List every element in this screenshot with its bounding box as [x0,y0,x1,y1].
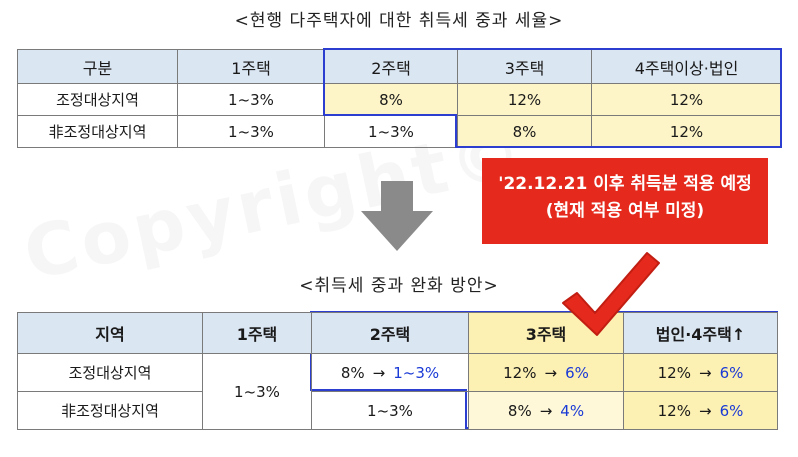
right-arrow-icon: → [372,363,386,382]
table-row: 非조정대상지역 1~3% 1~3% 8% 12% [17,115,782,148]
rate-cell: 1~3% [202,353,312,430]
old-rate: 12% [657,363,691,382]
header-corp-4-plus: 법인·4주택↑ [623,312,778,354]
rate-change-cell: 12% → 6% [468,353,624,392]
down-arrow-icon [361,181,433,251]
rate-change-cell: 8% → 1~3% [311,353,469,392]
old-rate: 12% [503,363,537,382]
application-date-note: '22.12.21 이후 취득분 적용 예정 (현재 적용 여부 미정) [482,158,768,244]
rate-change-cell: 8% → 4% [468,391,624,430]
rate-cell: 12% [591,115,782,148]
rate-cell: 12% [457,83,592,116]
new-rate: 6% [565,363,589,382]
rate-change-cell: 12% → 6% [623,391,778,430]
note-line-2: (현재 적용 여부 미정) [545,201,705,221]
check-mark-icon [562,252,660,336]
right-arrow-icon: → [698,401,712,420]
old-rate: 12% [657,401,691,420]
rate-cell: 8% [324,83,458,116]
table-row: 非조정대상지역 1~3% 8% → 4% 12% → 6% [17,391,778,430]
table-header-row: 지역 1주택 2주택 3주택 법인·4주택↑ [17,312,778,354]
right-arrow-icon: → [539,401,553,420]
table-row: 조정대상지역 1~3% 8% → 1~3% 12% → 6% 12% → 6% [17,353,778,430]
header-1-house: 1주택 [177,49,325,84]
rate-cell: 1~3% [177,115,325,148]
region-cell: 非조정대상지역 [17,391,203,430]
header-1-house: 1주택 [202,312,312,354]
header-2-house: 2주택 [311,312,469,354]
region-cell: 非조정대상지역 [17,115,178,148]
right-arrow-icon: → [698,363,712,382]
right-arrow-icon: → [544,363,558,382]
header-region: 지역 [17,312,203,354]
note-line-1: '22.12.21 이후 취득분 적용 예정 [498,174,752,194]
rate-cell: 1~3% [177,83,325,116]
relief-plan-title: <취득세 중과 완화 방안> [299,276,499,296]
new-rate: 4% [560,401,585,420]
rate-change-cell: 12% → 6% [623,353,778,392]
header-3-house: 3주택 [457,49,592,84]
new-rate: 6% [719,401,744,420]
rate-cell: 8% [457,115,592,148]
rate-cell: 12% [591,83,782,116]
table-row: 조정대상지역 1~3% 8% 12% 12% [17,83,782,116]
current-rate-title: <현행 다주택자에 대한 취득세 중과 세율> [234,11,564,31]
region-cell: 조정대상지역 [17,353,203,392]
new-rate: 6% [719,363,744,382]
old-rate: 8% [340,363,365,382]
rate-cell: 1~3% [311,391,469,430]
relief-plan-table: 지역 1주택 2주택 3주택 법인·4주택↑ 조정대상지역 1~3% 8% → 1~… [17,312,778,430]
old-rate: 8% [507,401,532,420]
new-rate: 1~3% [393,363,440,382]
